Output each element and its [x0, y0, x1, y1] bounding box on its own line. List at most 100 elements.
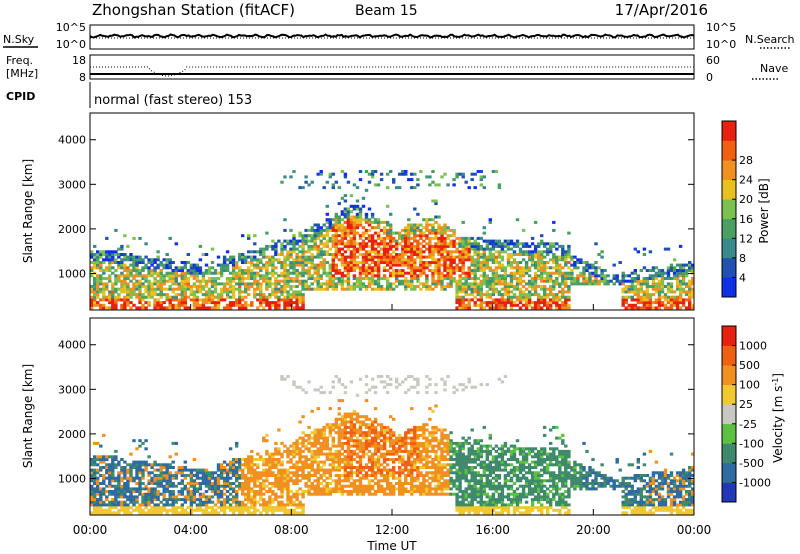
heatmap-cell [286, 250, 290, 254]
heatmap-cell [93, 282, 97, 286]
heatmap-cell [280, 298, 284, 302]
heatmap-cell [530, 293, 535, 297]
heatmap-cell [440, 242, 444, 246]
heatmap-cell [99, 298, 103, 302]
heatmap-cell [114, 498, 118, 502]
heatmap-cell [289, 298, 293, 302]
heatmap-cell [117, 274, 121, 278]
heatmap-cell [304, 476, 308, 480]
heatmap-cell [162, 503, 166, 507]
heatmap-cell [446, 234, 450, 238]
heatmap-cell [331, 236, 335, 240]
heatmap-cell [382, 253, 387, 256]
heatmap-cell [313, 287, 317, 291]
heatmap-cell [301, 492, 305, 496]
heatmap-cell [304, 474, 308, 477]
heatmap-cell [268, 466, 272, 469]
heatmap-cell [473, 274, 477, 278]
heatmap-cell [93, 508, 97, 512]
heatmap-cell [567, 247, 571, 251]
heatmap-cell [138, 506, 142, 510]
heatmap-cell [105, 490, 109, 493]
heatmap-cell [515, 261, 520, 264]
heatmap-cell [651, 277, 656, 280]
heatmap-cell [286, 482, 290, 485]
heatmap-cell [497, 279, 502, 283]
heatmap-cell [358, 285, 363, 288]
heatmap-cell [277, 447, 281, 451]
heatmap-cell [120, 290, 124, 294]
heatmap-cell [135, 282, 139, 286]
heatmap-cell [521, 269, 526, 272]
heatmap-cell [603, 274, 607, 278]
heatmap-cell [633, 298, 637, 302]
heatmap-cell [373, 226, 378, 230]
heatmap-cell [147, 266, 151, 270]
heatmap-cell [319, 287, 323, 291]
heatmap-cell [428, 253, 432, 256]
heatmap-cell [379, 247, 384, 251]
heatmap-cell [358, 271, 363, 275]
heatmap-cell [93, 255, 97, 259]
heatmap-cell [111, 463, 115, 467]
heatmap-cell [621, 274, 625, 278]
heatmap-cell [102, 290, 106, 294]
heatmap-cell [370, 466, 375, 469]
heatmap-cell [132, 287, 136, 291]
heatmap-cell [298, 186, 302, 190]
heatmap-cell [337, 436, 341, 440]
heatmap-cell [334, 266, 338, 270]
heatmap-cell [189, 285, 194, 288]
heatmap-cell [129, 279, 133, 283]
heatmap-cell [337, 253, 341, 256]
heatmap-cell [392, 239, 396, 243]
heatmap-cell [292, 441, 296, 445]
heatmap-cell [404, 277, 408, 280]
heatmap-cell [361, 231, 366, 235]
heatmap-cell [316, 471, 320, 475]
heatmap-cell [485, 279, 489, 283]
heatmap-cell [174, 282, 178, 286]
heatmap-cell [310, 449, 314, 453]
heatmap-cell [346, 458, 351, 461]
heatmap-cell [204, 271, 209, 275]
heatmap-cell [594, 261, 598, 264]
heatmap-cell [389, 247, 393, 251]
heatmap-cell [558, 290, 562, 294]
heatmap-cell [216, 298, 221, 302]
heatmap-cell [691, 263, 695, 267]
heatmap-cell [358, 439, 363, 443]
heatmap-cell [364, 447, 369, 451]
heatmap-cell [364, 423, 369, 427]
heatmap-cell [564, 306, 568, 310]
heatmap-cell [570, 277, 574, 280]
heatmap-cell [467, 269, 471, 272]
heatmap-cell [546, 266, 550, 270]
heatmap-cell [461, 236, 465, 240]
heatmap-cell [96, 500, 100, 504]
heatmap-cell [283, 266, 287, 270]
heatmap-cell [395, 263, 399, 267]
heatmap-cell [431, 236, 435, 240]
heatmap-cell [316, 482, 320, 485]
heatmap-cell [349, 255, 354, 259]
heatmap-cell [102, 298, 106, 302]
heatmap-cell [129, 492, 133, 496]
heatmap-cell [358, 223, 363, 227]
heatmap-cell [228, 460, 233, 464]
heatmap-cell [455, 282, 459, 286]
heatmap-cell [132, 463, 136, 467]
heatmap-cell [470, 258, 474, 262]
heatmap-cell [126, 303, 130, 307]
heatmap-cell [120, 287, 124, 291]
heatmap-cell [268, 261, 272, 264]
heatmap-cell [292, 383, 296, 387]
heatmap-cell [364, 277, 369, 280]
heatmap-cell [485, 244, 489, 248]
heatmap-cell [114, 253, 118, 256]
heatmap-cell [123, 277, 127, 280]
heatmap-cell [265, 244, 269, 248]
heatmap-cell [473, 285, 477, 288]
heatmap-cell [123, 503, 127, 507]
heatmap-cell [331, 425, 335, 429]
